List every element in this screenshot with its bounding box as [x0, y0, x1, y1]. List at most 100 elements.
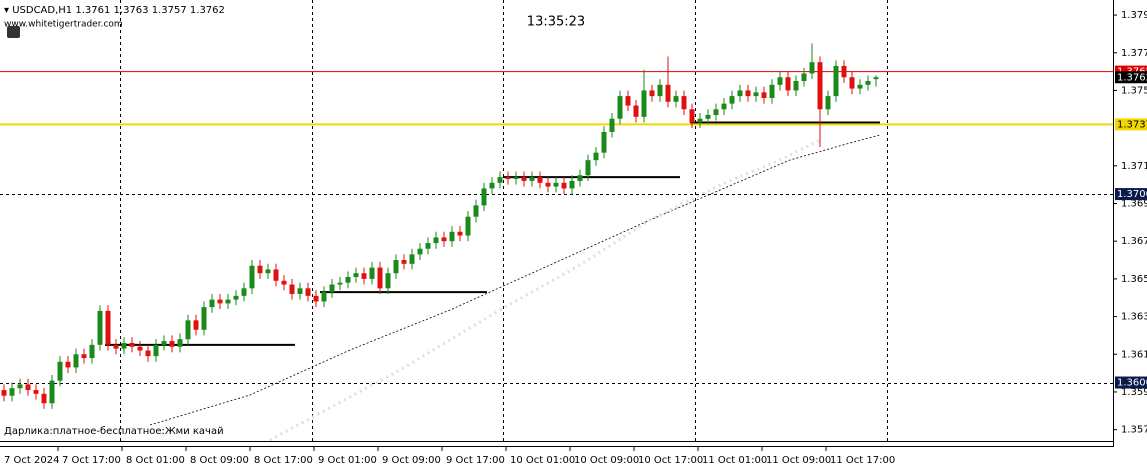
high: 1.3763	[114, 5, 149, 16]
y-tick-label: 1.3695	[1121, 199, 1147, 210]
candle-body	[193, 320, 199, 330]
symbol-name: USDCAD,H1	[12, 5, 72, 16]
y-tick-label: 1.3575	[1121, 425, 1147, 436]
candle-body	[145, 350, 151, 357]
candle-body	[689, 109, 695, 123]
y-tick-label: 1.3615	[1121, 349, 1147, 360]
candle-body	[865, 81, 871, 85]
y-tick-label: 1.3635	[1121, 312, 1147, 323]
candle-body	[345, 277, 351, 283]
candle-body	[65, 361, 71, 368]
candle-body	[809, 62, 815, 74]
candle-body	[81, 354, 87, 359]
low: 1.3757	[152, 5, 187, 16]
candle-body	[537, 177, 543, 183]
y-tick-label: 1.3655	[1121, 274, 1147, 285]
candle-body	[569, 180, 575, 189]
x-tick-label: 9 Oct 17:00	[446, 455, 505, 466]
candle-body	[201, 307, 207, 330]
candle-body	[513, 177, 519, 180]
candle-body	[713, 109, 719, 115]
candle-body	[369, 267, 375, 279]
candle-body	[673, 96, 679, 102]
y-tick-label: 1.3755	[1121, 85, 1147, 96]
candle-body	[289, 284, 295, 294]
candle-body	[417, 248, 423, 255]
candle-body	[649, 90, 655, 97]
candle-body	[169, 341, 175, 347]
candle-body	[641, 90, 647, 117]
candle-body	[857, 84, 863, 89]
candle-body	[329, 284, 335, 293]
candle-body	[729, 96, 735, 104]
candle-body	[353, 273, 359, 278]
candle-body	[737, 90, 743, 97]
candle-body	[337, 282, 343, 285]
site: www.whitetigertrader.com	[4, 20, 123, 30]
day-separators	[120, 0, 888, 441]
candle-body	[489, 182, 495, 189]
candle-body	[393, 260, 399, 274]
candle-body	[601, 131, 607, 153]
candle-body	[817, 62, 823, 110]
candle-body	[305, 288, 311, 296]
open: 1.3761	[75, 5, 110, 16]
candle-body	[745, 90, 751, 97]
candle-body	[241, 288, 247, 296]
candle-body	[89, 344, 95, 359]
candle-body	[249, 265, 255, 289]
candle-body	[873, 77, 879, 80]
candle-body	[41, 393, 47, 404]
candle-body	[441, 237, 447, 242]
candle-body	[753, 92, 759, 97]
candle-body	[609, 118, 615, 132]
candle-body	[697, 118, 703, 123]
candle-body	[657, 84, 663, 97]
x-tick-label: 10 Oct 09:00	[574, 455, 639, 466]
price-tag	[1115, 376, 1147, 389]
x-tick-label: 8 Oct 17:00	[254, 455, 313, 466]
note: Дарлика:платное-бесплатное:Жми качай	[4, 426, 224, 437]
candle-body	[297, 288, 303, 294]
candle-body	[385, 273, 391, 289]
candle-body	[361, 273, 367, 279]
y-tick-label: 1.3795	[1121, 10, 1147, 21]
candle-body	[209, 299, 215, 308]
candle-body	[721, 103, 727, 110]
y-tick-label: 1.3595	[1121, 387, 1147, 398]
candle-body	[17, 384, 23, 389]
price-tag	[1115, 118, 1147, 131]
candle-body	[161, 341, 167, 345]
band	[269, 138, 821, 442]
candle-body	[545, 182, 551, 187]
candle-body	[185, 320, 191, 340]
candle-body	[273, 269, 279, 281]
candle-body	[841, 65, 847, 78]
candle-body	[153, 344, 159, 357]
price-tag	[1115, 188, 1147, 201]
candle-body	[433, 237, 439, 244]
candle-body	[529, 177, 535, 181]
candle-body	[121, 342, 127, 349]
candle-body	[425, 243, 431, 249]
x-tick-label: 9 Oct 01:00	[318, 455, 377, 466]
close: 1.3762	[190, 5, 225, 16]
candle-body	[321, 292, 327, 302]
candle-body	[137, 346, 143, 351]
candle-body	[465, 216, 471, 236]
candle-body	[833, 65, 839, 97]
candle-body	[633, 105, 639, 117]
candle-body	[473, 205, 479, 217]
candle-body	[593, 152, 599, 161]
x-tick-label: 11 Oct 01:00	[702, 455, 767, 466]
candle-body	[457, 231, 463, 236]
candle-body	[521, 177, 527, 181]
candle-body	[129, 342, 135, 347]
candle-body	[257, 265, 263, 274]
candle-body	[705, 114, 711, 119]
candle-body	[177, 339, 183, 347]
plot: 1.3795 1.3775 1.3755 1.3715 1.3695 1.3675 1.36…	[0, 10, 1147, 466]
y-tick-label: 1.3715	[1121, 161, 1147, 172]
candle-body	[401, 260, 407, 264]
